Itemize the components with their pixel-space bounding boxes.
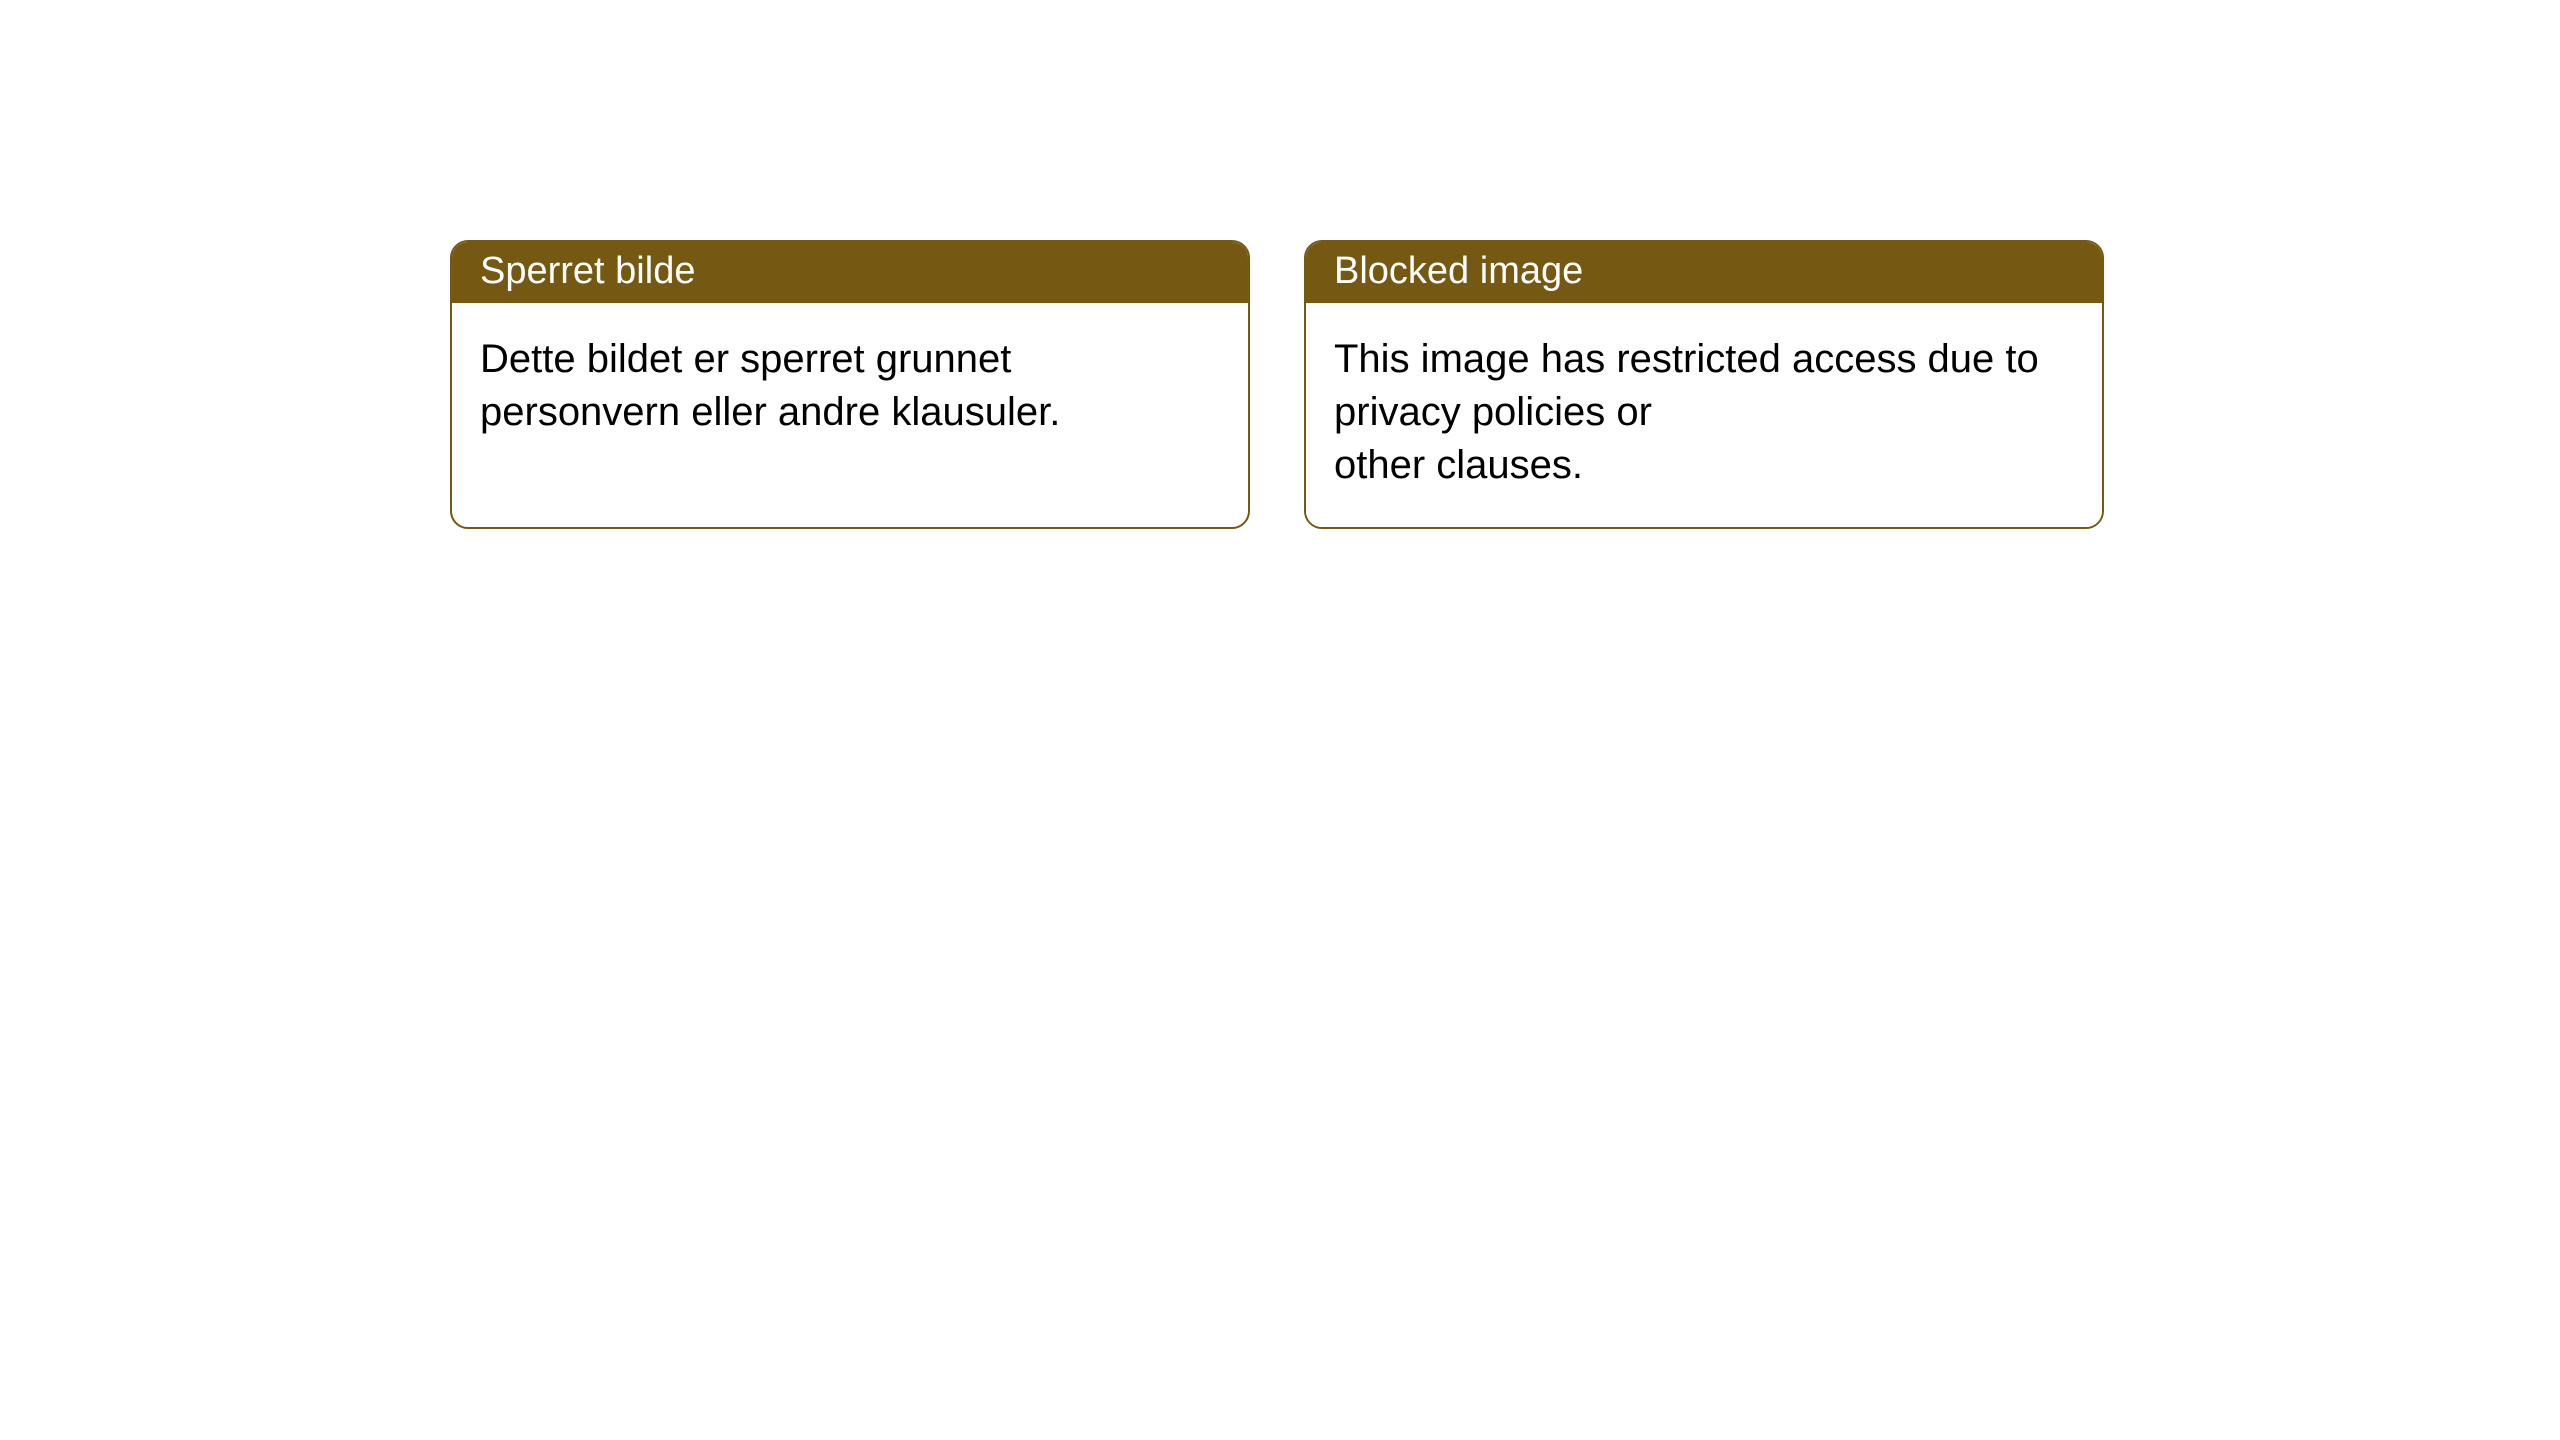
notice-card-header: Sperret bilde [452, 242, 1248, 303]
notice-card-norwegian: Sperret bilde Dette bildet er sperret gr… [450, 240, 1250, 529]
notice-card-header: Blocked image [1306, 242, 2102, 303]
notice-card-body: This image has restricted access due to … [1306, 303, 2102, 527]
notice-card-body: Dette bildet er sperret grunnet personve… [452, 303, 1248, 513]
notice-cards-row: Sperret bilde Dette bildet er sperret gr… [450, 240, 2104, 529]
notice-card-english: Blocked image This image has restricted … [1304, 240, 2104, 529]
